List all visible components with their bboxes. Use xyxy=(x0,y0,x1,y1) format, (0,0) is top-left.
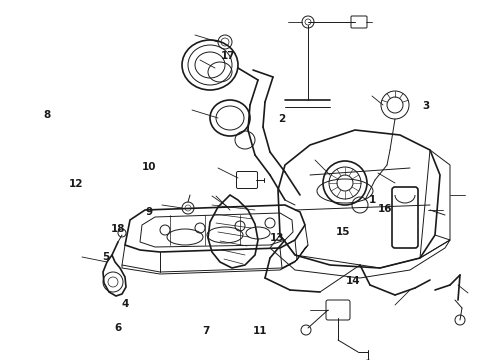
Text: 13: 13 xyxy=(270,233,284,243)
Text: 8: 8 xyxy=(43,110,50,120)
Text: 9: 9 xyxy=(146,207,153,217)
Text: 7: 7 xyxy=(202,326,210,336)
Text: 14: 14 xyxy=(345,276,360,286)
Text: 12: 12 xyxy=(69,179,83,189)
Text: 5: 5 xyxy=(102,252,109,262)
Text: 6: 6 xyxy=(114,323,121,333)
Text: 15: 15 xyxy=(336,227,350,237)
Text: 2: 2 xyxy=(278,114,285,124)
Text: 11: 11 xyxy=(252,326,267,336)
Text: 4: 4 xyxy=(121,299,129,309)
Text: 17: 17 xyxy=(220,51,235,61)
Text: 10: 10 xyxy=(142,162,157,172)
Text: 1: 1 xyxy=(369,195,376,205)
Text: 3: 3 xyxy=(423,101,430,111)
Text: 18: 18 xyxy=(110,224,125,234)
Text: 16: 16 xyxy=(377,204,392,214)
